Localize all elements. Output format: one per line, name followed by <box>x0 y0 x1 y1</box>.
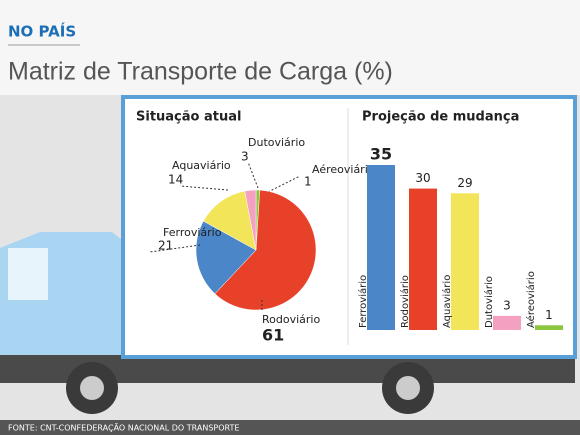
bar <box>493 315 521 330</box>
source-bar <box>0 420 580 435</box>
pie-slice <box>195 220 257 295</box>
value-label: 1 <box>545 308 553 322</box>
bar <box>367 165 395 330</box>
truck-window <box>8 248 48 300</box>
bar-label: Dutoviário <box>483 276 495 328</box>
leader-line <box>267 175 301 193</box>
slice-label: Dutoviário <box>248 136 305 149</box>
pie-slice <box>203 190 257 251</box>
slice-label: Ferroviário <box>163 226 222 239</box>
wheel-hub <box>396 376 420 400</box>
bar <box>409 188 437 330</box>
bar-label: Rodoviário <box>399 275 411 328</box>
header-bg <box>0 0 580 95</box>
wheel-hub <box>80 376 104 400</box>
pie-slice <box>214 189 317 311</box>
bar <box>451 193 479 330</box>
bar-label: Aéreoviário <box>525 271 537 328</box>
value-label: 29 <box>457 176 472 190</box>
value-label: 3 <box>503 298 511 312</box>
value-label: 30 <box>415 171 430 185</box>
value-label: 1 <box>304 175 312 189</box>
value-label: 3 <box>241 150 249 164</box>
slice-label: Aéreoviário <box>312 163 375 176</box>
leader-line <box>149 244 201 253</box>
value-label: 14 <box>168 173 183 187</box>
bar-label: Aquaviário <box>441 275 453 328</box>
bar-label: Ferroviário <box>357 275 369 328</box>
kicker: NO PAÍS <box>8 22 76 41</box>
pie-slice <box>244 189 257 251</box>
title: Matriz de Transporte de Carga (%) <box>8 58 393 86</box>
slice-label: Rodoviário <box>262 313 320 326</box>
value-label: 35 <box>370 145 392 164</box>
value-label: 61 <box>262 326 284 345</box>
chart-title: Projeção de mudança <box>362 110 519 125</box>
chart-title: Situação atual <box>136 110 241 125</box>
panel <box>121 95 577 359</box>
source: FONTE: CNT-CONFEDERAÇÃO NACIONAL DO TRAN… <box>8 423 239 433</box>
slice-label: Aquaviário <box>172 159 231 172</box>
leader-line <box>247 161 259 189</box>
bar <box>535 325 563 330</box>
leader-line <box>179 185 229 191</box>
value-label: 21 <box>158 239 173 253</box>
